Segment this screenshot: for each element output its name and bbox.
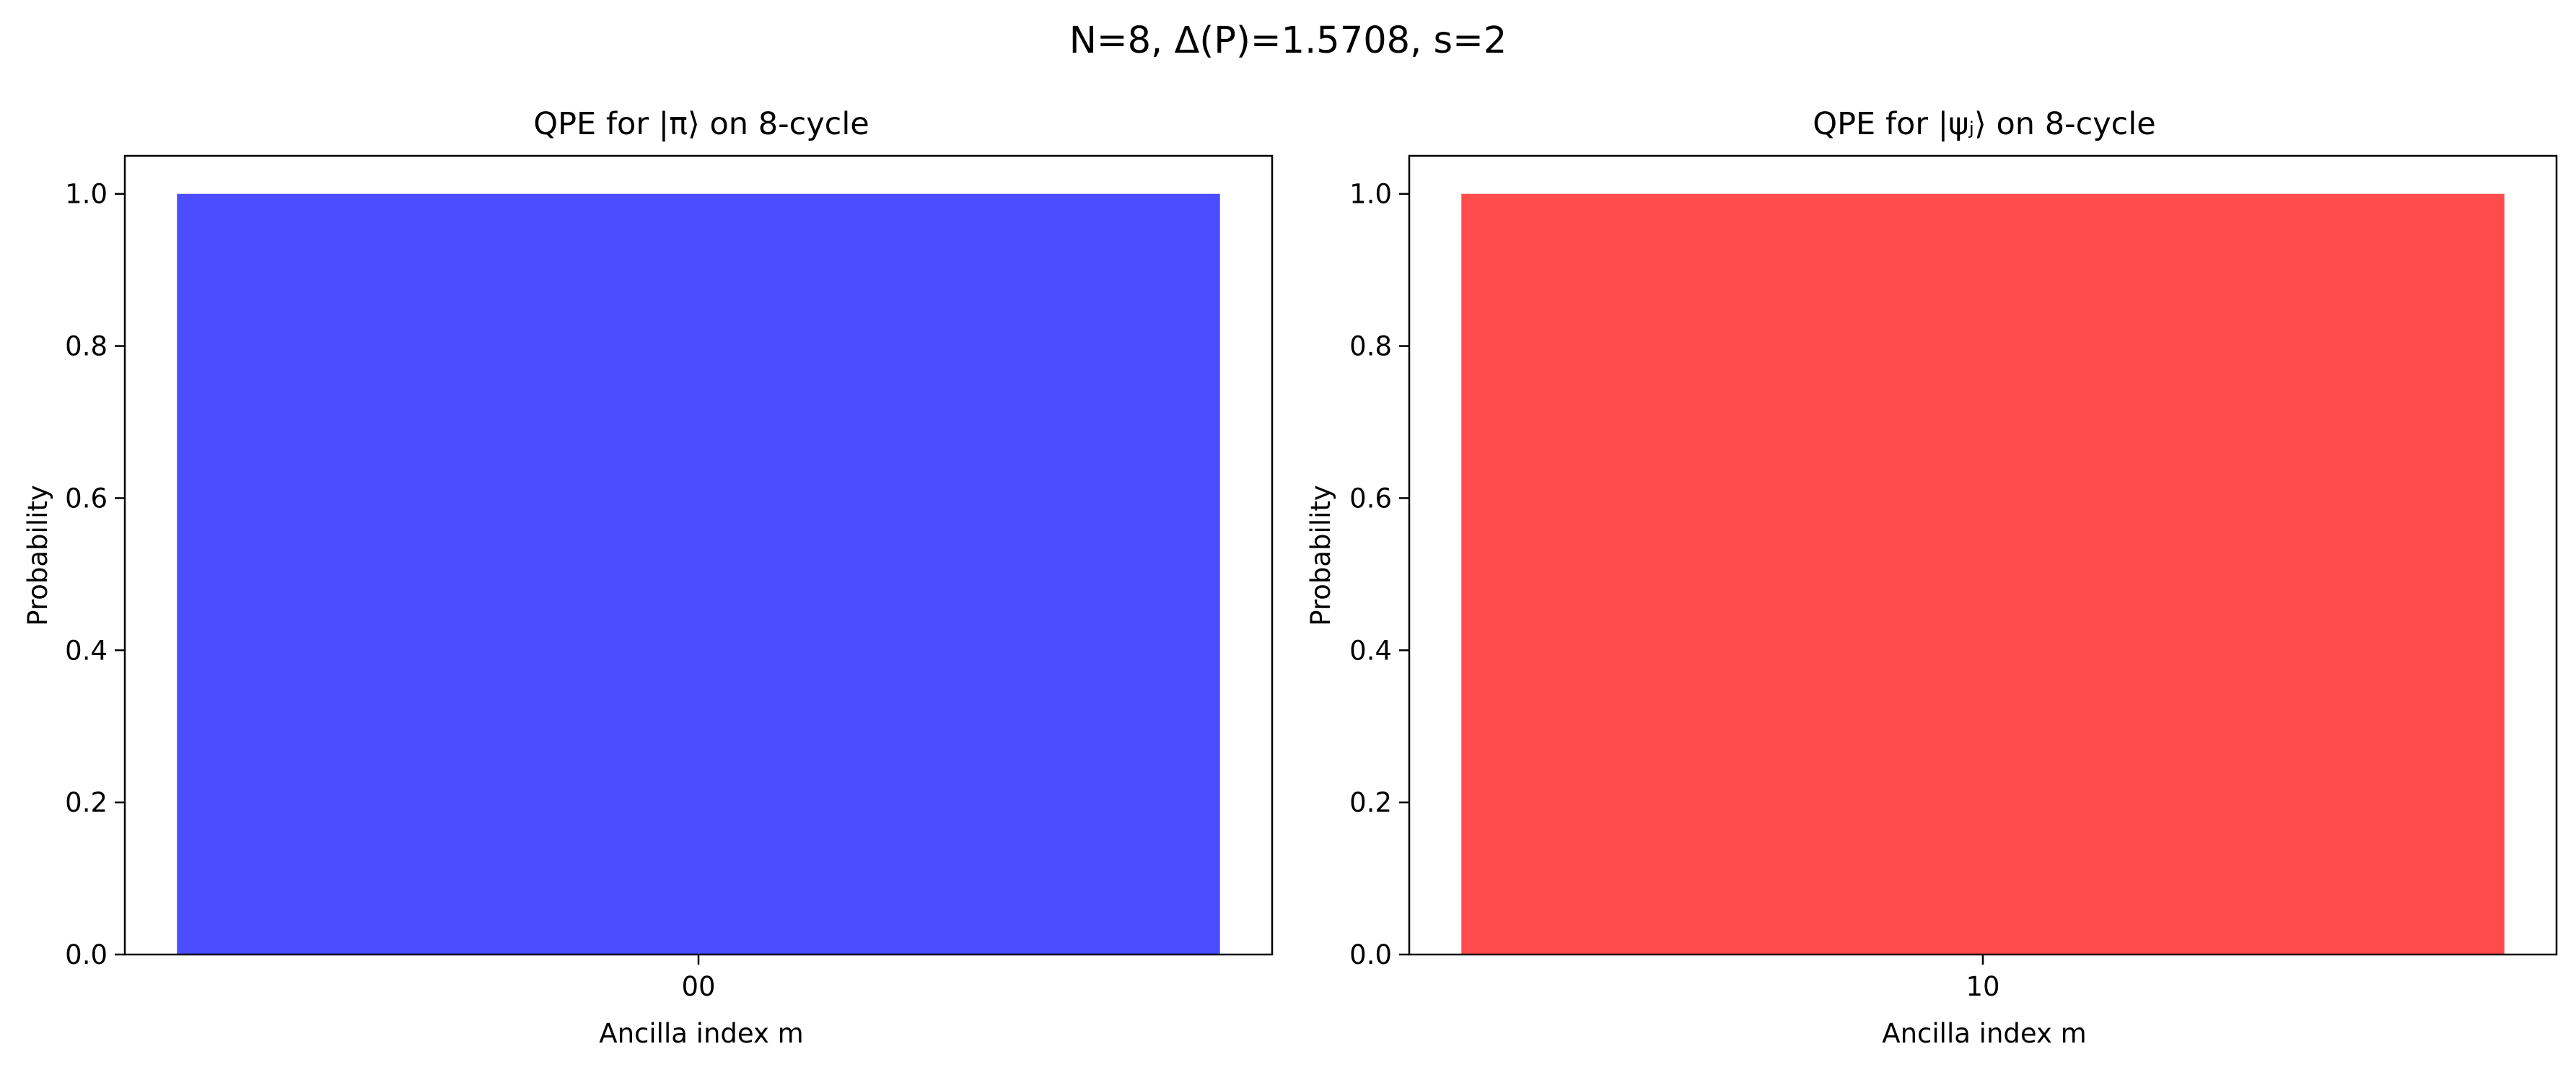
left-y-tick-label: 0.6	[65, 483, 108, 514]
left-subplot: QPE for |π⟩ on 8-cycle 0.0 0.2 0.4 0.6 0.8 1.…	[22, 106, 1274, 1049]
right-x-tick-label: 10	[1966, 971, 1999, 1002]
right-x-axis-label: Ancilla index m	[1882, 1018, 2086, 1049]
right-bars	[1461, 193, 2505, 955]
right-x-ticks: 10	[1966, 955, 2000, 1002]
right-y-tick-label: 0.6	[1349, 483, 1392, 514]
right-y-tick-label: 0.2	[1349, 787, 1392, 818]
left-subplot-title: QPE for |π⟩ on 8-cycle	[533, 106, 869, 142]
right-subplot-title: QPE for |ψⱼ⟩ on 8-cycle	[1813, 106, 2155, 142]
right-y-tick-label: 1.0	[1349, 179, 1392, 210]
left-bar-0	[177, 193, 1220, 955]
right-bar-0	[1461, 193, 2505, 955]
right-y-tick-label: 0.8	[1349, 331, 1392, 362]
left-y-tick-label: 0.4	[65, 635, 108, 666]
left-bars	[177, 193, 1220, 955]
right-y-tick-label: 0.4	[1349, 635, 1392, 666]
left-y-tick-label: 0.0	[65, 939, 108, 970]
right-y-tick-label: 0.0	[1349, 939, 1392, 970]
left-y-axis-label: Probability	[22, 485, 53, 626]
right-y-ticks: 0.0 0.2 0.4 0.6 0.8 1.0	[1349, 179, 1409, 970]
figure-suptitle: N=8, Δ(P)=1.5708, s=2	[1069, 19, 1507, 62]
left-x-axis-label: Ancilla index m	[599, 1018, 803, 1049]
left-x-tick-label: 00	[681, 971, 715, 1002]
left-y-tick-label: 0.2	[65, 787, 108, 818]
right-subplot: QPE for |ψⱼ⟩ on 8-cycle 0.0 0.2 0.4 0.6 0.8 1…	[1305, 106, 2558, 1049]
left-y-ticks: 0.0 0.2 0.4 0.6 0.8 1.0	[65, 179, 125, 970]
left-x-ticks: 00	[681, 955, 716, 1002]
left-y-tick-label: 0.8	[65, 331, 108, 362]
right-y-axis-label: Probability	[1305, 485, 1336, 626]
left-y-tick-label: 1.0	[65, 179, 108, 210]
